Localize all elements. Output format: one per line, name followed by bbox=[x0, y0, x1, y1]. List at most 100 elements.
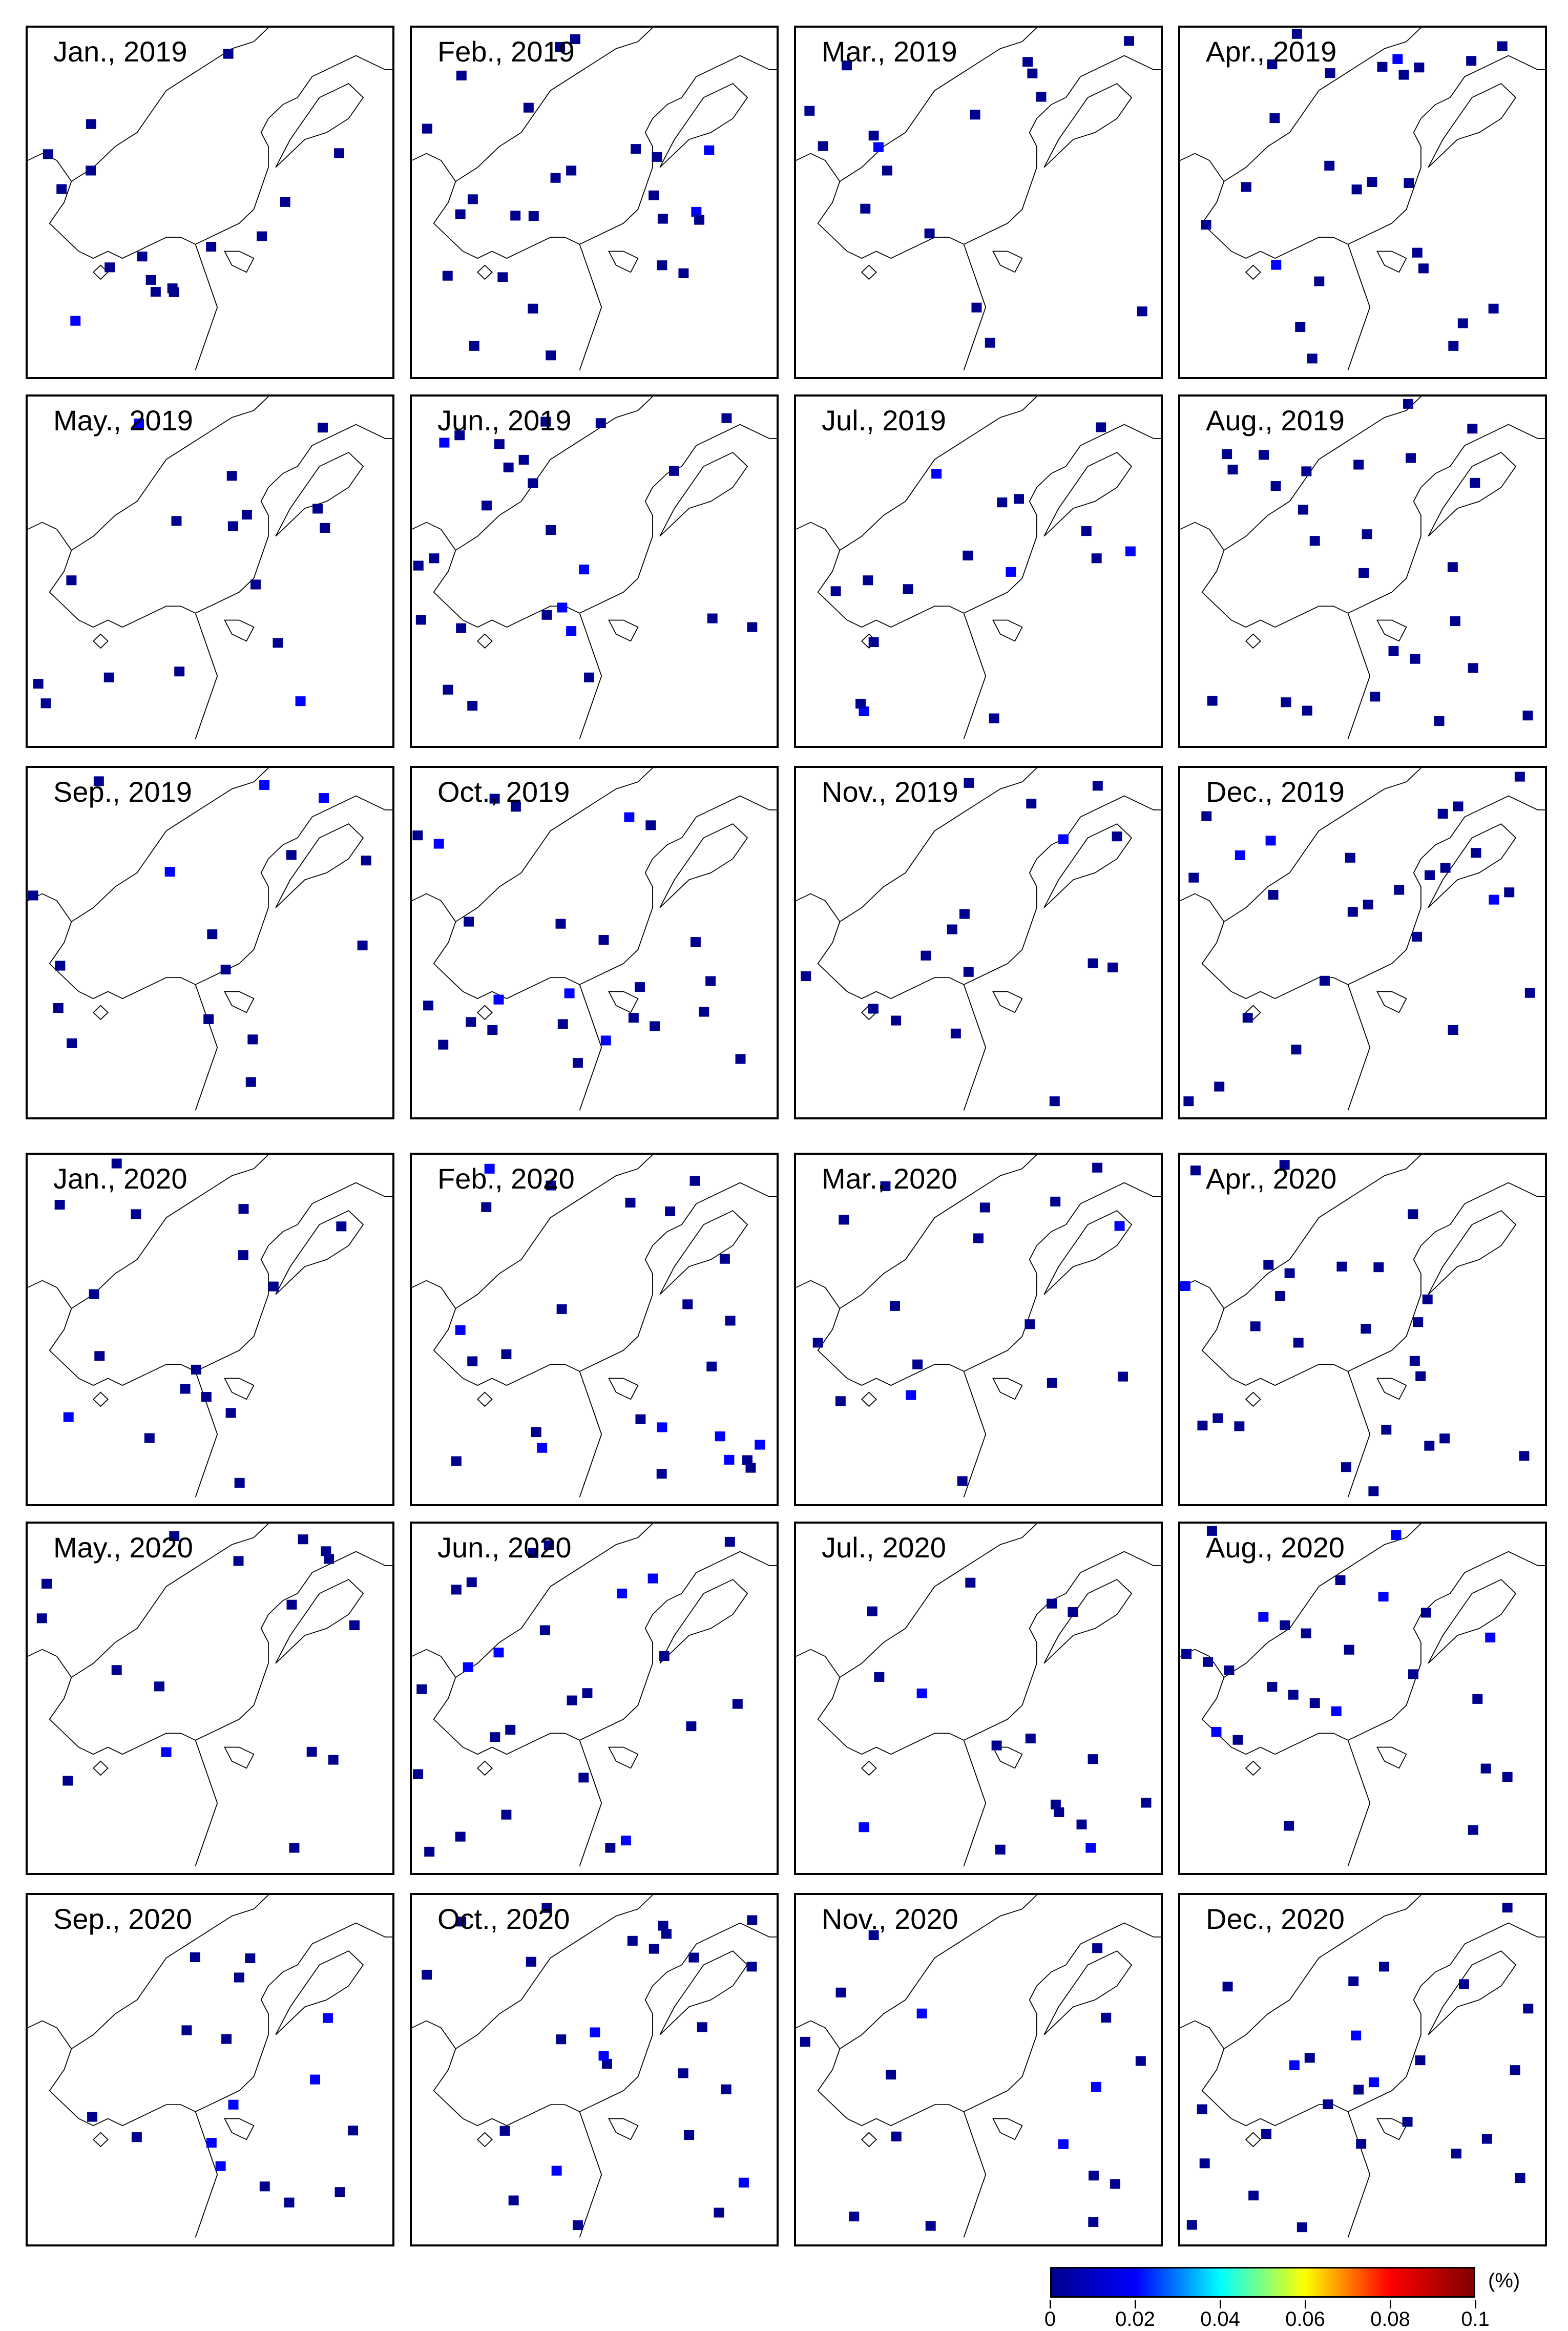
grid-cell bbox=[721, 2084, 731, 2094]
grid-cell bbox=[590, 2027, 600, 2037]
grid-cell bbox=[1058, 834, 1069, 844]
grid-cell bbox=[868, 637, 879, 647]
grid-cell bbox=[1402, 2117, 1413, 2127]
coastline-map bbox=[28, 397, 392, 739]
grid-cell bbox=[1081, 526, 1092, 536]
grid-cell bbox=[1472, 1694, 1483, 1704]
grid-cell bbox=[131, 2132, 142, 2142]
map-panel: Feb., 2019 bbox=[410, 26, 779, 379]
grid-cell bbox=[1091, 553, 1102, 564]
map-panel: Sep., 2020 bbox=[26, 1893, 394, 2246]
grid-cell bbox=[1281, 697, 1291, 707]
panel-title: Nov., 2019 bbox=[822, 776, 958, 808]
map-panel: Aug., 2020 bbox=[1178, 1522, 1547, 1875]
grid-cell bbox=[424, 1846, 435, 1857]
colorbar-tick bbox=[1390, 2300, 1391, 2308]
panel-title: Aug., 2020 bbox=[1206, 1531, 1345, 1564]
grid-cell bbox=[732, 1699, 743, 1709]
grid-cell bbox=[456, 623, 467, 633]
map-panel: Mar., 2020 bbox=[794, 1153, 1163, 1506]
grid-cell bbox=[1180, 1281, 1190, 1291]
grid-cell bbox=[1259, 450, 1269, 460]
grid-cell bbox=[1514, 772, 1525, 782]
grid-cell bbox=[564, 988, 575, 998]
grid-cell bbox=[1415, 1371, 1426, 1381]
grid-cell bbox=[284, 2197, 295, 2208]
map-panel: Jul., 2020 bbox=[794, 1522, 1163, 1875]
grid-cell bbox=[423, 1001, 434, 1011]
grid-cell bbox=[839, 1215, 849, 1225]
grid-cell bbox=[286, 1599, 297, 1610]
grid-cell bbox=[1388, 646, 1399, 656]
grid-cell bbox=[1181, 1649, 1192, 1659]
grid-cell bbox=[979, 1202, 990, 1213]
grid-cell bbox=[54, 1199, 65, 1210]
grid-cell bbox=[579, 565, 590, 575]
grid-cell bbox=[1214, 1081, 1225, 1092]
grid-cell bbox=[180, 1384, 191, 1394]
grid-cell bbox=[1341, 1462, 1351, 1472]
grid-cell bbox=[584, 672, 594, 682]
grid-cell bbox=[413, 1769, 424, 1779]
grid-cell bbox=[456, 1917, 467, 1927]
grid-cell bbox=[555, 919, 566, 929]
grid-cell bbox=[1519, 1451, 1530, 1461]
grid-cell bbox=[860, 203, 871, 214]
grid-cell bbox=[1268, 890, 1279, 900]
grid-cell bbox=[494, 439, 505, 449]
grid-cell bbox=[499, 2126, 510, 2136]
panel-title: Jul., 2020 bbox=[822, 1531, 946, 1564]
grid-cell bbox=[93, 776, 104, 786]
grid-cell bbox=[1270, 481, 1281, 491]
grid-cell bbox=[957, 1476, 968, 1486]
grid-cell bbox=[334, 2187, 345, 2197]
grid-cell bbox=[1265, 836, 1276, 846]
grid-cell bbox=[412, 830, 423, 841]
grid-cell bbox=[526, 1957, 536, 1967]
grid-cell bbox=[567, 1695, 577, 1705]
grid-cell bbox=[1323, 2099, 1333, 2110]
grid-cell bbox=[1049, 1096, 1060, 1107]
grid-cell bbox=[891, 2131, 902, 2141]
grid-cell bbox=[678, 2068, 688, 2078]
grid-cell bbox=[306, 1746, 317, 1757]
grid-cell bbox=[997, 497, 1008, 508]
grid-cell bbox=[714, 2208, 724, 2218]
panel-title: Feb., 2019 bbox=[437, 35, 575, 68]
grid-cell bbox=[40, 698, 51, 709]
grid-cell bbox=[1137, 306, 1147, 317]
grid-cell bbox=[1267, 1681, 1278, 1692]
grid-cell bbox=[456, 70, 467, 80]
grid-cell bbox=[1510, 2065, 1520, 2075]
grid-cell bbox=[181, 2025, 192, 2035]
grid-cell bbox=[605, 1843, 616, 1853]
grid-cell bbox=[572, 1058, 583, 1068]
coastline bbox=[412, 1524, 777, 1866]
grid-cell bbox=[467, 194, 478, 204]
coastline-map bbox=[28, 1895, 392, 2238]
grid-cell bbox=[145, 275, 156, 285]
grid-cell bbox=[724, 1536, 735, 1547]
grid-cell bbox=[1379, 1962, 1389, 1972]
grid-cell bbox=[1408, 1209, 1418, 1219]
grid-cell bbox=[1101, 2012, 1112, 2023]
colorbar-tick-label: 0.08 bbox=[1370, 2308, 1410, 2330]
grid-cell bbox=[1088, 1754, 1098, 1764]
grid-cell bbox=[886, 2070, 896, 2080]
grid-cell bbox=[649, 1944, 659, 1954]
grid-cell bbox=[624, 812, 635, 822]
grid-cell bbox=[1068, 1607, 1078, 1617]
grid-cell bbox=[686, 1721, 697, 1732]
panel-title: Jun., 2019 bbox=[437, 404, 572, 436]
grid-cell bbox=[631, 144, 641, 154]
grid-cell bbox=[429, 553, 440, 564]
grid-cell bbox=[234, 1477, 245, 1488]
grid-cell bbox=[442, 270, 453, 281]
grid-cell bbox=[227, 521, 238, 531]
grid-cell bbox=[842, 60, 852, 71]
grid-cell bbox=[1054, 1807, 1064, 1817]
grid-cell bbox=[1298, 505, 1308, 515]
grid-cell bbox=[578, 1773, 589, 1783]
grid-cell bbox=[601, 2058, 612, 2069]
grid-cell bbox=[1088, 2217, 1099, 2227]
